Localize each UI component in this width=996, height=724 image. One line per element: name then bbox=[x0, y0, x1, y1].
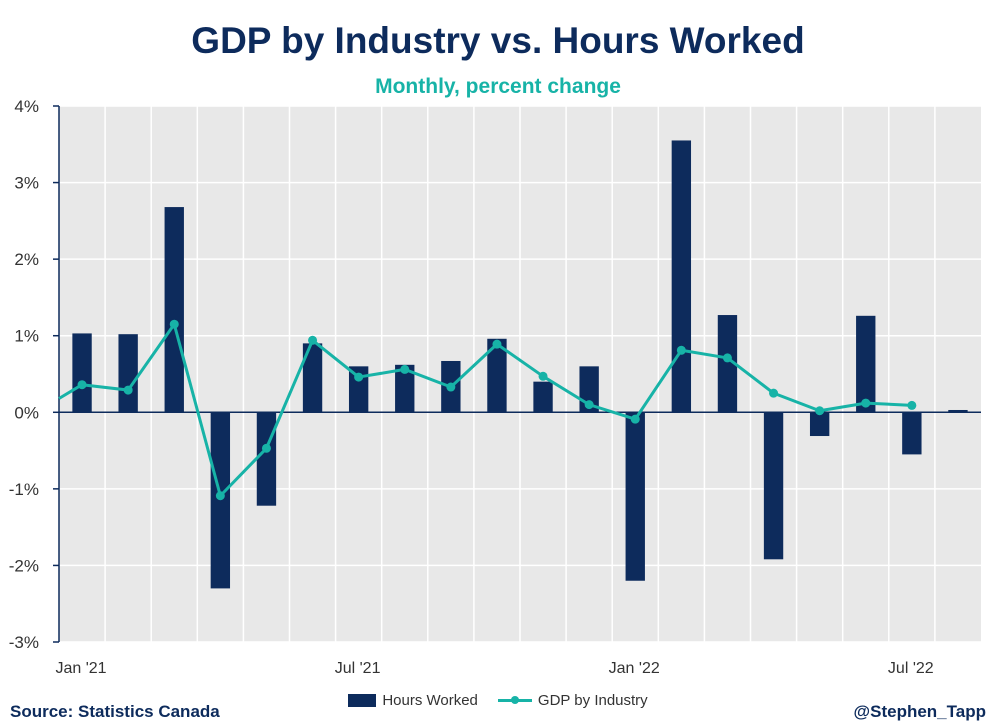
bar-hours-worked bbox=[256, 412, 277, 506]
bar-hours-worked bbox=[533, 381, 553, 413]
point-gdp-by-industry bbox=[261, 443, 271, 453]
chart-title: GDP by Industry vs. Hours Worked bbox=[191, 20, 805, 61]
bar-hours-worked bbox=[210, 412, 231, 589]
legend-item-hours-worked: Hours Worked bbox=[348, 692, 478, 709]
point-gdp-by-industry bbox=[77, 380, 87, 390]
x-tick-label: Jul '21 bbox=[335, 660, 381, 677]
bar-hours-worked bbox=[348, 366, 369, 413]
bar-hours-worked bbox=[763, 412, 784, 560]
legend: Hours Worked GDP by Industry bbox=[0, 690, 996, 710]
y-tick-label: 1% bbox=[14, 327, 39, 346]
y-tick-label: -2% bbox=[9, 556, 39, 575]
bar-hours-worked bbox=[72, 333, 92, 413]
bar-hours-worked bbox=[902, 412, 922, 455]
bar-hours-worked bbox=[671, 140, 692, 413]
point-gdp-by-industry bbox=[215, 491, 225, 501]
bar-hours-worked bbox=[302, 343, 323, 413]
point-gdp-by-industry bbox=[538, 371, 548, 381]
legend-swatch-line bbox=[497, 694, 532, 706]
point-gdp-by-industry bbox=[354, 372, 364, 382]
bar-hours-worked bbox=[948, 409, 968, 413]
x-tick-label: Jul '22 bbox=[888, 660, 934, 677]
bar-hours-worked bbox=[809, 412, 830, 437]
point-gdp-by-industry bbox=[907, 400, 917, 410]
bar-hours-worked bbox=[487, 338, 507, 413]
source-note: Source: Statistics Canada bbox=[10, 702, 220, 721]
point-gdp-by-industry bbox=[630, 414, 640, 424]
bar-hours-worked bbox=[164, 207, 184, 413]
bar-hours-worked bbox=[395, 364, 415, 413]
point-gdp-by-industry bbox=[446, 382, 456, 392]
point-gdp-by-industry bbox=[400, 364, 410, 374]
legend-swatch-bar bbox=[348, 693, 377, 707]
bar-hours-worked bbox=[856, 315, 876, 413]
y-tick-label: -3% bbox=[9, 633, 39, 652]
bar-hours-worked bbox=[625, 412, 645, 581]
point-gdp-by-industry bbox=[308, 335, 318, 345]
point-gdp-by-industry bbox=[169, 319, 179, 329]
y-tick-label: 4% bbox=[14, 97, 39, 116]
point-gdp-by-industry bbox=[861, 398, 871, 408]
y-tick-label: -1% bbox=[9, 480, 39, 499]
point-gdp-by-industry bbox=[769, 388, 779, 398]
point-gdp-by-industry bbox=[492, 339, 502, 349]
point-gdp-by-industry bbox=[722, 353, 732, 363]
y-tick-label: 3% bbox=[14, 174, 39, 193]
point-gdp-by-industry bbox=[584, 400, 594, 410]
point-gdp-by-industry bbox=[676, 345, 686, 355]
line-gdp-by-industry bbox=[58, 322, 912, 498]
legend-label-gdp-by-industry: GDP by Industry bbox=[537, 691, 648, 709]
bar-hours-worked bbox=[118, 334, 138, 413]
x-tick-label: Jan '22 bbox=[609, 660, 660, 677]
x-tick-label: Jan '21 bbox=[55, 660, 106, 677]
chart-subtitle: Monthly, percent change bbox=[375, 75, 621, 98]
point-gdp-by-industry bbox=[815, 406, 825, 416]
y-tick-label: 2% bbox=[14, 250, 39, 269]
author-handle: @Stephen_Tapp bbox=[853, 702, 986, 721]
point-gdp-by-industry bbox=[123, 385, 133, 395]
legend-label-hours-worked: Hours Worked bbox=[382, 691, 478, 709]
bar-hours-worked bbox=[717, 315, 738, 413]
legend-item-gdp-by-industry: GDP by Industry bbox=[497, 691, 648, 709]
y-tick-label: 0% bbox=[14, 403, 39, 422]
